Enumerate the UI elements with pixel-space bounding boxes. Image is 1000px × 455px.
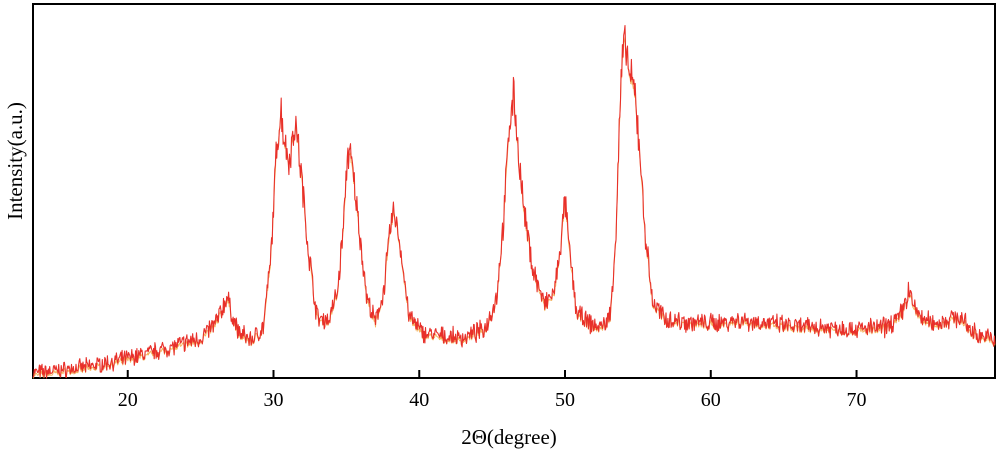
- spectrum-line: [32, 25, 996, 379]
- y-axis-title: Intensity(a.u.): [3, 102, 27, 220]
- x-tick-label: 70: [847, 389, 867, 411]
- x-tick-label: 50: [555, 389, 575, 411]
- x-tick-label: 30: [264, 389, 284, 411]
- x-axis-title: 2Θ(degree): [461, 425, 557, 449]
- plot-area-frame: [32, 3, 996, 379]
- x-tick-label: 60: [701, 389, 721, 411]
- x-tick-label: 40: [409, 389, 429, 411]
- x-tick-label: 20: [118, 389, 138, 411]
- x-axis-ticks: [126, 370, 858, 378]
- x-axis-tick-labels: 20 30 40 50 60 70: [118, 389, 867, 411]
